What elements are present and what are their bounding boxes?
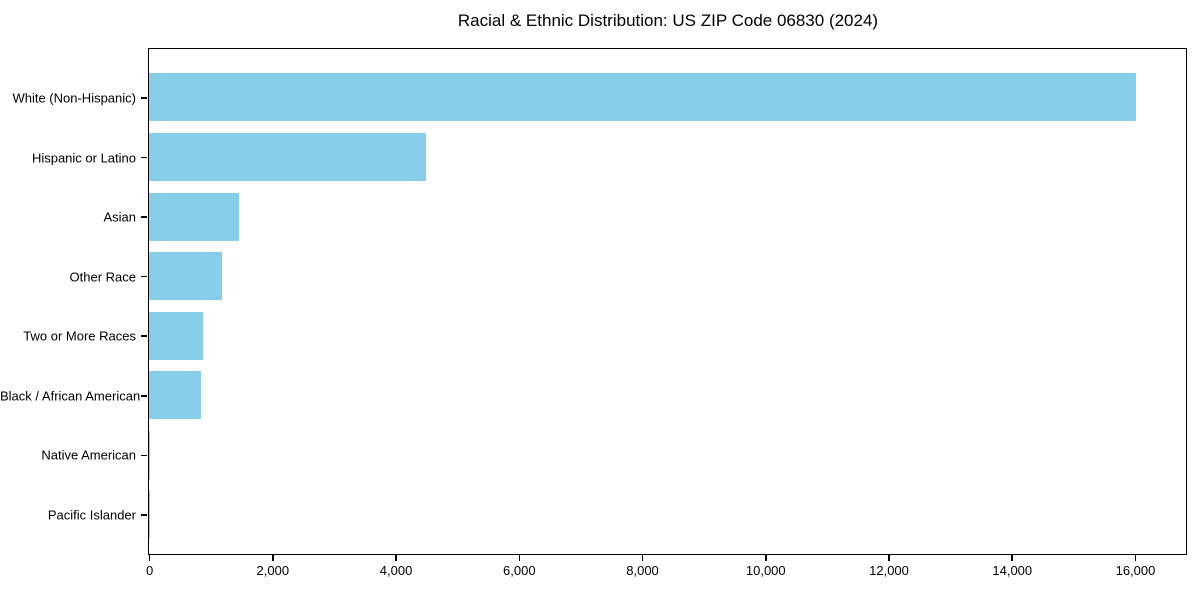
y-tick-label-white-non-hispanic: White (Non-Hispanic): [12, 90, 136, 106]
x-tick-label-8000: 8,000: [626, 563, 659, 578]
y-tick-label-other-race: Other Race: [69, 269, 136, 285]
x-tick: [1011, 555, 1014, 561]
x-tick-label-2000: 2,000: [256, 563, 290, 578]
y-tick: [141, 514, 147, 516]
bar-black-african-american: [149, 371, 201, 420]
x-tick: [641, 555, 644, 561]
y-tick-label-asian: Asian: [103, 209, 136, 225]
x-tick-label-6000: 6,000: [503, 563, 536, 578]
y-tick-label-pacific-islander: Pacific Islander: [47, 507, 136, 523]
y-tick: [141, 275, 147, 278]
plot-area: [148, 48, 1187, 555]
bar-hispanic-or-latino: [149, 132, 427, 181]
x-tick: [1134, 555, 1137, 561]
x-tick-label-16000: 16,000: [1115, 563, 1156, 578]
x-tick-label-12000: 12,000: [869, 563, 909, 578]
x-tick-label-4000: 4,000: [379, 563, 413, 578]
y-tick-label-black-african-american: Black / African American: [0, 388, 141, 404]
chart-title: Racial & Ethnic Distribution: US ZIP Cod…: [457, 11, 879, 30]
y-tick: [141, 216, 147, 218]
x-tick: [764, 555, 767, 561]
x-tick-label-14000: 14,000: [992, 563, 1033, 578]
bar-native-american: [149, 430, 151, 479]
x-tick: [272, 555, 274, 561]
y-tick-label-native-american: Native American: [41, 447, 136, 463]
y-tick: [141, 335, 147, 337]
x-tick: [395, 555, 397, 561]
y-tick: [141, 454, 147, 457]
x-tick: [888, 555, 890, 561]
y-tick: [141, 394, 147, 397]
y-tick: [141, 97, 147, 99]
x-tick: [518, 555, 521, 561]
bar-asian: [149, 192, 239, 241]
y-tick-label-hispanic-or-latino: Hispanic or Latino: [31, 150, 136, 166]
bar-two-or-more-races: [149, 311, 204, 360]
x-tick-label-0: 0: [145, 563, 154, 578]
x-tick: [148, 555, 151, 561]
bar-other-race: [149, 252, 222, 301]
x-tick-label-10000: 10,000: [745, 563, 786, 578]
bar-white-non-hispanic: [149, 73, 1137, 122]
y-tick: [141, 156, 147, 159]
y-tick-label-two-or-more-races: Two or More Races: [23, 328, 136, 344]
